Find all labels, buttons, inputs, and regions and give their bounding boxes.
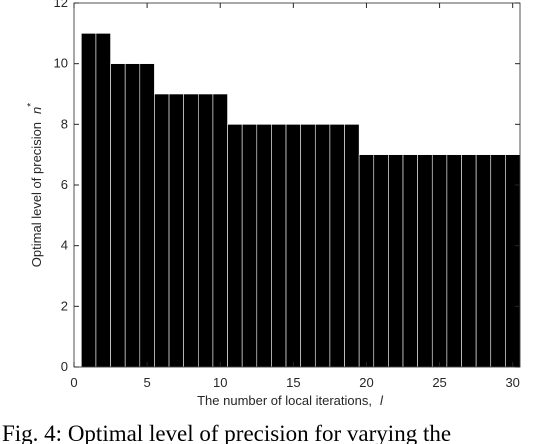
bar <box>300 124 316 368</box>
bar <box>314 124 331 368</box>
x-tick-label: 15 <box>286 375 300 390</box>
y-tick-label: 12 <box>54 0 68 10</box>
bar <box>461 154 477 368</box>
x-tick-label: 25 <box>432 375 446 390</box>
bar <box>256 124 272 368</box>
bar <box>271 124 287 368</box>
bar <box>402 154 418 368</box>
bar <box>241 124 258 368</box>
bar <box>505 154 521 368</box>
bar <box>329 124 345 368</box>
x-tick-label: 0 <box>70 375 77 390</box>
bar <box>124 63 141 368</box>
bar <box>227 124 243 368</box>
bar <box>154 93 170 368</box>
bar <box>344 124 360 368</box>
y-tick-label: 10 <box>54 56 68 71</box>
x-tick-label: 20 <box>359 375 373 390</box>
bar <box>358 154 375 368</box>
bar <box>183 93 199 368</box>
bar <box>168 93 184 368</box>
caption: Fig. 4: Optimal level of precision for v… <box>2 421 451 444</box>
bar <box>110 63 126 368</box>
x-tick-label: 30 <box>505 375 519 390</box>
bar <box>139 63 155 368</box>
bar <box>373 154 389 368</box>
y-axis-label: Optimal level of precisionn* <box>26 103 44 267</box>
x-tick-label: 10 <box>213 375 227 390</box>
y-tick-label: 2 <box>61 298 68 313</box>
bar <box>388 154 404 368</box>
bar <box>431 154 448 368</box>
x-axis-label: The number of local iterations, l <box>197 393 384 408</box>
bar <box>475 154 492 368</box>
bar <box>95 33 111 368</box>
bar <box>81 33 97 368</box>
bar <box>490 154 506 368</box>
y-tick-label: 4 <box>61 238 68 253</box>
y-tick-label: 6 <box>61 177 68 192</box>
y-tick-label: 0 <box>61 359 68 374</box>
bar <box>197 93 214 368</box>
bar <box>212 93 228 368</box>
bar <box>446 154 462 368</box>
y-tick-label: 8 <box>61 116 68 131</box>
bar <box>417 154 433 368</box>
bar <box>285 124 301 368</box>
x-tick-label: 5 <box>143 375 150 390</box>
